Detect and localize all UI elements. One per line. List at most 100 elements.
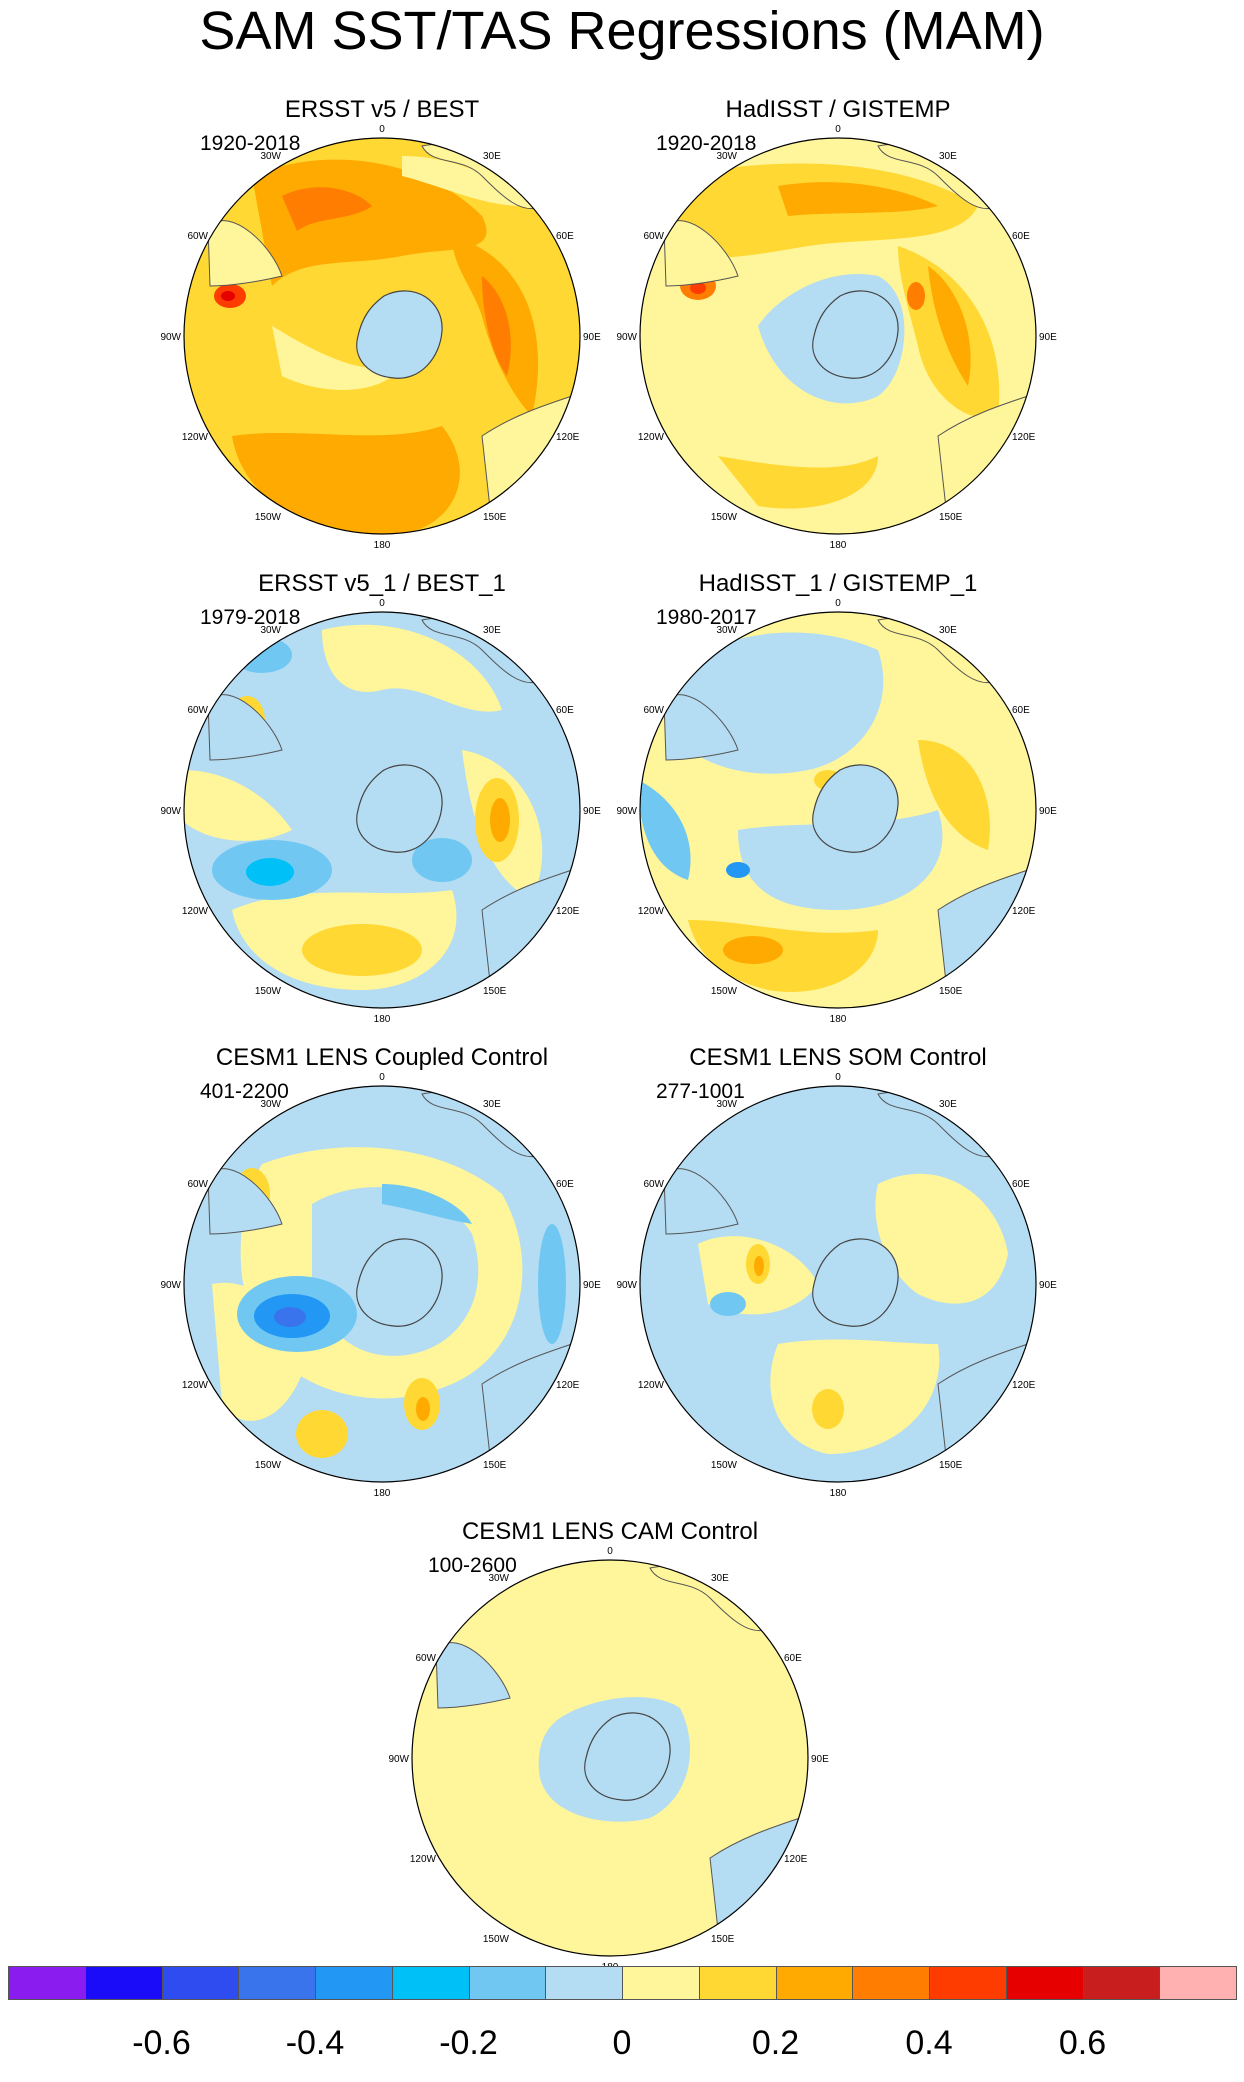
- panel-title: CESM1 LENS Coupled Control: [215, 1044, 549, 1071]
- map-panel: CESM1 LENS Coupled Control 401-2200 0 30…: [122, 1044, 642, 1524]
- lon-label: 150E: [939, 1460, 963, 1471]
- cool-anomaly: [538, 1224, 566, 1344]
- lon-label: 90W: [160, 332, 181, 343]
- lon-label: 90E: [1039, 806, 1057, 817]
- polar-map: 0 30E 30W 60E 60W 90E 90W 120E 120W 150E…: [616, 1072, 1057, 1499]
- strong-warm-anomaly: [482, 276, 511, 376]
- panel-title: CESM1 LENS SOM Control: [689, 1044, 987, 1071]
- colorbar-swatch: [161, 1966, 240, 2000]
- lon-label: 60E: [1012, 231, 1030, 242]
- lon-label: 60W: [187, 1179, 208, 1190]
- map-panel: CESM1 LENS CAM Control 100-2600 0 30E 30…: [350, 1518, 870, 1998]
- colorbar-swatch: [929, 1966, 1007, 2000]
- lon-label: 120W: [182, 1380, 209, 1391]
- map-boundary: [183, 1085, 581, 1483]
- warm-anomaly: [918, 740, 990, 850]
- lon-label: 60E: [1012, 1179, 1030, 1190]
- lon-label: 150W: [711, 1460, 738, 1471]
- continent: [207, 1168, 283, 1235]
- lon-label: 60W: [643, 705, 664, 716]
- lon-label: 30W: [260, 625, 281, 636]
- cool-anomaly: [738, 810, 943, 910]
- lon-label: 30W: [716, 1099, 737, 1110]
- map-boundary: [639, 1085, 1037, 1483]
- lon-label: 30W: [716, 625, 737, 636]
- panel-title: HadISST_1 / GISTEMP_1: [698, 570, 978, 597]
- strong-warm-anomaly: [282, 187, 372, 231]
- lon-label: 60E: [556, 1179, 574, 1190]
- lon-label: 30W: [488, 1573, 509, 1584]
- lon-label: 180: [374, 1014, 391, 1025]
- panel-period: 100-2600: [428, 1554, 517, 1577]
- lon-label: 0: [379, 598, 385, 609]
- lon-label: 30E: [483, 151, 501, 162]
- lon-label: 0: [607, 1546, 613, 1557]
- warm-anomaly: [928, 266, 971, 386]
- lon-label: 120W: [182, 432, 209, 443]
- lon-label: 180: [830, 540, 847, 551]
- lon-label: 90E: [583, 332, 601, 343]
- panel-period: 1920-2018: [200, 132, 301, 155]
- map-boundary: [639, 137, 1037, 535]
- lon-label: 120E: [784, 1854, 808, 1865]
- lon-label: 0: [835, 124, 841, 135]
- warm-anomaly: [688, 920, 878, 992]
- antarctica: [584, 1712, 671, 1801]
- colorbar-tick-label: -0.4: [285, 2024, 345, 2062]
- lon-label: 30E: [939, 625, 957, 636]
- colorbar-swatch: [1082, 1966, 1161, 2000]
- colorbar-tick-label: 0.6: [1058, 2024, 1107, 2062]
- cool-anomaly: [382, 1184, 472, 1224]
- lon-label: 90W: [616, 806, 637, 817]
- lon-label: 0: [379, 124, 385, 135]
- weak-anomaly: [770, 1339, 940, 1454]
- lon-label: 150W: [255, 512, 282, 523]
- colorbar-swatch: [545, 1966, 623, 2000]
- warm-anomaly: [490, 798, 510, 842]
- map-boundary: [183, 611, 581, 1009]
- lon-label: 30E: [711, 1573, 729, 1584]
- lon-label: 150W: [711, 512, 738, 523]
- lon-label: 120W: [638, 1380, 665, 1391]
- colorbar-swatch: [852, 1966, 930, 2000]
- continent: [663, 694, 739, 761]
- map-panel: CESM1 LENS SOM Control 277-1001 0 30E 30…: [578, 1044, 1098, 1524]
- panel-period: 1920-2018: [656, 132, 757, 155]
- colorbar-swatch: [622, 1966, 700, 2000]
- warm-anomaly: [723, 936, 783, 964]
- warm-anomaly: [718, 456, 878, 509]
- lon-label: 90E: [811, 1754, 829, 1765]
- lon-label: 90E: [583, 806, 601, 817]
- lon-label: 180: [374, 1488, 391, 1499]
- warm-anomaly: [302, 924, 422, 976]
- lon-label: 150W: [255, 1460, 282, 1471]
- weak-anomaly: [184, 770, 292, 841]
- lon-label: 90E: [1039, 1280, 1057, 1291]
- lon-label: 150W: [711, 986, 738, 997]
- lon-label: 150E: [711, 1934, 735, 1945]
- lon-label: 30E: [483, 1099, 501, 1110]
- strong-warm-anomaly: [221, 291, 235, 301]
- colorbar-swatch: [1159, 1966, 1237, 2000]
- strong-warm-anomaly: [907, 282, 925, 310]
- colorbar: [8, 1966, 1237, 2002]
- polar-map: 0 30E 30W 60E 60W 90E 90W 120E 120W 150E…: [616, 124, 1057, 551]
- colorbar-tick-label: 0: [612, 2024, 632, 2062]
- lon-label: 30W: [260, 151, 281, 162]
- polar-map: 0 30E 30W 60E 60W 90E 90W 120E 120W 150E…: [160, 124, 601, 551]
- lon-label: 30E: [939, 1099, 957, 1110]
- lon-label: 30W: [716, 151, 737, 162]
- lon-label: 120W: [638, 906, 665, 917]
- strong-cool-anomaly: [274, 1307, 306, 1327]
- continent: [663, 220, 739, 287]
- lon-label: 120E: [556, 432, 580, 443]
- colorbar-tick-label: -0.6: [132, 2024, 191, 2062]
- cool-anomaly: [640, 780, 691, 880]
- map-panel: ERSST v5_1 / BEST_1 1979-2018 0 30E 30W: [122, 570, 642, 1050]
- antarctica: [356, 1238, 443, 1327]
- warm-anomaly: [754, 1256, 764, 1276]
- weak-anomaly: [875, 1173, 1008, 1304]
- figure-title: SAM SST/TAS Regressions (MAM): [199, 1, 1045, 61]
- lon-label: 0: [379, 1072, 385, 1083]
- lon-label: 60E: [556, 231, 574, 242]
